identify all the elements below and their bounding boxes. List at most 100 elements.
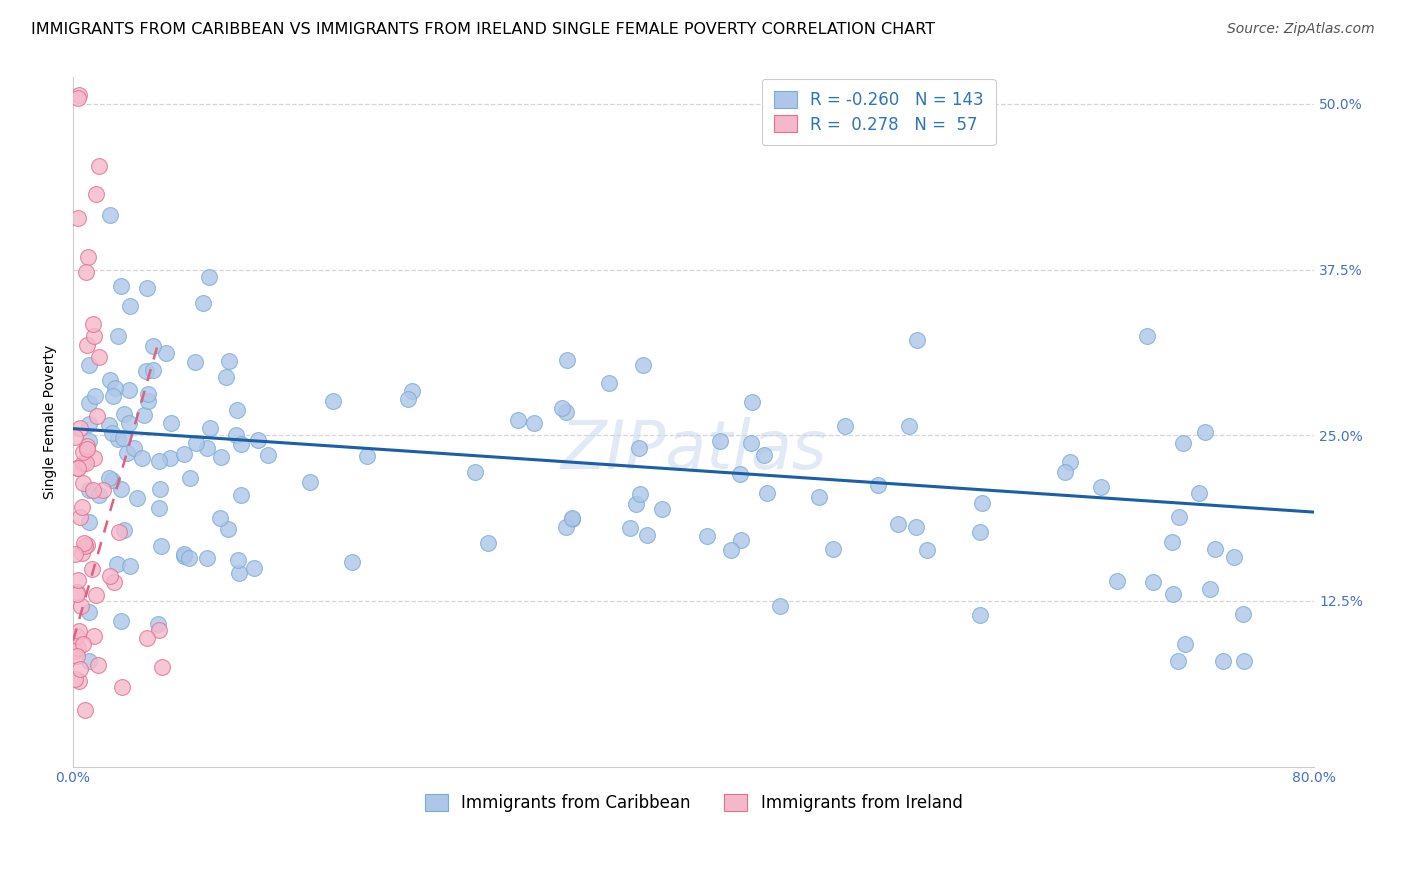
Point [1054,465,1077,479]
Point [67,624,90,639]
Point [101,389,124,403]
Point [112,407,135,421]
Point [63,430,86,444]
Point [118,416,141,430]
Point [756,486,779,500]
Point [76,442,98,456]
Point [75,456,97,470]
Point [86,409,108,423]
Point [103,575,125,590]
Point [1232,607,1254,622]
Point [73,703,96,717]
Point [741,394,763,409]
Point [730,533,752,548]
Point [112,524,135,538]
Point [177,551,200,566]
Point [155,346,177,360]
Point [1167,654,1189,668]
Point [77,396,100,410]
Point [628,487,651,501]
Point [1198,582,1220,596]
Point [86,588,108,602]
Point [340,555,363,569]
Point [1173,435,1195,450]
Point [107,558,129,572]
Point [87,488,110,502]
Point [66,573,89,587]
Point [626,497,648,511]
Point [225,428,247,442]
Point [554,405,576,419]
Point [118,383,141,397]
Point [1188,486,1211,500]
Point [72,456,94,470]
Point [70,599,93,613]
Point [125,491,148,506]
Point [709,434,731,449]
Point [75,265,97,279]
Point [160,417,183,431]
Point [229,488,252,502]
Point [69,421,91,435]
Point [598,376,620,391]
Point [120,300,142,314]
Point [218,354,240,368]
Point [356,449,378,463]
Point [76,337,98,351]
Point [972,496,994,510]
Point [197,550,219,565]
Point [149,483,172,497]
Text: Source: ZipAtlas.com: Source: ZipAtlas.com [1227,22,1375,37]
Point [142,363,165,377]
Point [401,384,423,399]
Point [91,483,114,497]
Point [1059,455,1081,469]
Point [823,542,845,557]
Point [173,447,195,461]
Point [66,587,89,601]
Point [77,358,100,372]
Point [87,658,110,673]
Point [122,441,145,455]
Point [63,672,86,686]
Point [75,539,97,553]
Point [83,328,105,343]
Point [551,401,574,416]
Text: IMMIGRANTS FROM CARIBBEAN VS IMMIGRANTS FROM IRELAND SINGLE FEMALE POVERTY CORRE: IMMIGRANTS FROM CARIBBEAN VS IMMIGRANTS … [31,22,935,37]
Point [136,387,159,401]
Point [107,329,129,343]
Point [77,434,100,448]
Point [523,416,546,430]
Point [111,680,134,694]
Point [322,394,344,409]
Point [101,426,124,441]
Point [67,88,90,103]
Point [66,461,89,475]
Point [77,605,100,619]
Point [226,552,249,566]
Point [740,436,762,450]
Point [72,637,94,651]
Point [65,643,87,657]
Point [148,454,170,468]
Legend: Immigrants from Caribbean, Immigrants from Ireland: Immigrants from Caribbean, Immigrants fr… [413,782,974,823]
Point [1142,574,1164,589]
Point [83,451,105,466]
Point [82,483,104,497]
Point [84,389,107,403]
Point [1194,425,1216,440]
Point [110,279,132,293]
Point [84,187,107,202]
Point [77,483,100,498]
Point [197,269,219,284]
Point [142,339,165,353]
Point [82,317,104,331]
Point [112,431,135,445]
Point [69,510,91,524]
Point [76,250,98,264]
Point [904,520,927,534]
Point [477,536,499,550]
Point [720,542,742,557]
Point [226,402,249,417]
Point [464,465,486,479]
